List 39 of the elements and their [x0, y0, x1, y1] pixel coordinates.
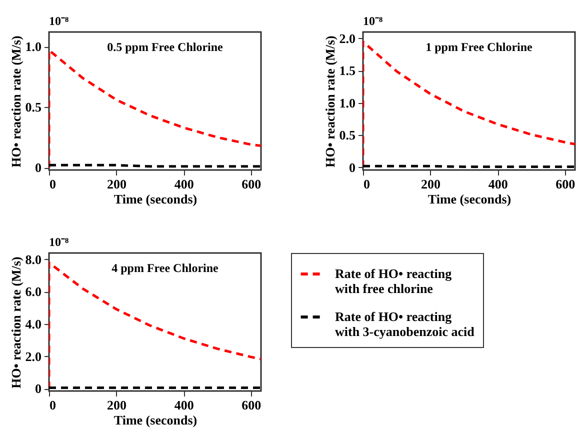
text: 1 ppm Free Chlorine	[426, 40, 534, 54]
y-tick-label: 0.5	[25, 100, 42, 115]
x-tick-label: 200	[107, 398, 127, 412]
y-tick-label: 6.0	[25, 284, 42, 300]
y-tick-label: 2.0	[25, 348, 42, 364]
y-tick-label: 1.0	[339, 95, 356, 110]
x-tick-label: 600	[242, 398, 262, 412]
text: 10⁻⁸	[49, 235, 69, 249]
legend-label: Rate of HO• reacting with 3-cyanobenzoic acid	[335, 309, 476, 339]
y-tick-label: 0.5	[339, 128, 356, 143]
y-axis-title: HO• reaction rate (M/s)	[322, 36, 338, 168]
x-axis-title: Time (seconds)	[114, 412, 198, 428]
text: 4 ppm Free Chlorine	[112, 261, 220, 275]
text: 10⁻⁸	[49, 14, 69, 28]
y-tick-label: 0	[35, 160, 42, 176]
y-tick-label: 4.0	[25, 316, 42, 332]
y-tick-label: 2.0	[339, 30, 356, 46]
y-tick-label: 1.0	[25, 39, 42, 54]
y-tick-label: 1.5	[339, 63, 356, 78]
x-tick-label: 200	[107, 176, 127, 192]
x-axis-title: Time (seconds)	[428, 192, 512, 206]
x-tick-label: 400	[174, 176, 194, 192]
text: 0.5 ppm Free Chlorine	[107, 40, 224, 54]
text: 10⁻⁸	[363, 14, 383, 28]
y-axis-title: HO• reaction rate (M/s)	[8, 36, 24, 168]
y-tick-label: 0	[349, 160, 356, 175]
y-tick-label: 8.0	[25, 252, 42, 267]
x-tick-label: 200	[421, 176, 441, 192]
x-tick-label: 0	[50, 398, 56, 412]
x-tick-label: 600	[242, 176, 262, 192]
x-tick-label: 600	[556, 176, 576, 192]
x-tick-label: 400	[488, 176, 508, 192]
x-axis-title: Time (seconds)	[114, 192, 198, 206]
x-tick-label: 0	[364, 176, 370, 192]
y-tick-label: 0	[35, 381, 42, 396]
x-tick-label: 0	[50, 176, 56, 192]
x-tick-label: 400	[174, 398, 194, 412]
legend-label: Rate of HO• reacting with free chlorine	[335, 266, 452, 296]
y-axis-title: HO• reaction rate (M/s)	[8, 256, 24, 388]
